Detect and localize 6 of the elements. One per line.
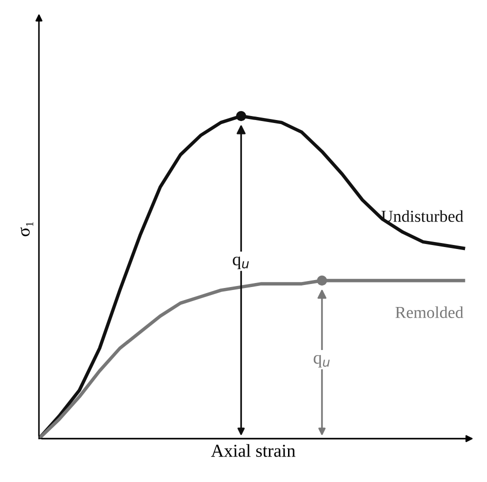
annotation: q$_{u}$ — [232, 256, 249, 270]
series-label: Remolded — [395, 306, 464, 318]
annotation: q$_{u}$ — [314, 354, 330, 368]
y-axis-title: σ₁ — [20, 222, 34, 236]
series-label: Undisturbed — [381, 210, 464, 222]
x-axis-title: Axial strain — [211, 444, 296, 457]
